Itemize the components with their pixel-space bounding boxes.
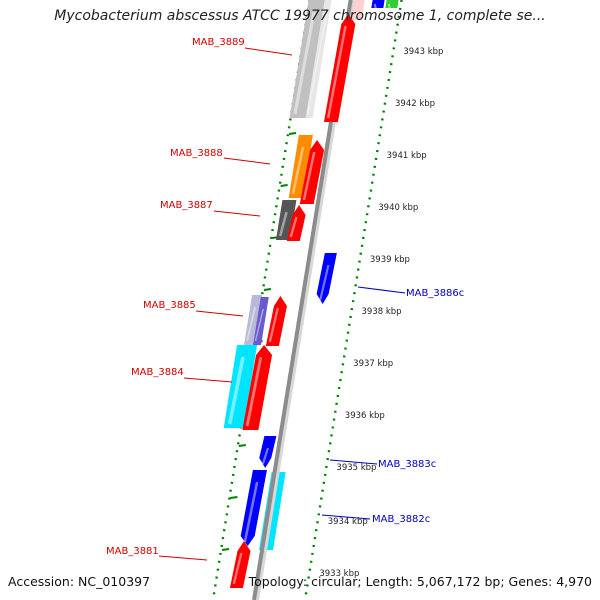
scale-label: 3934 kbp [328,517,368,527]
gene-block-top-blue [371,0,385,8]
gene-block-mab-3885 [265,296,287,346]
accession-text: Accession: NC_010397 [8,574,151,589]
gene-block-mab-3885-shine [268,307,279,343]
leader-line-forward [213,210,261,217]
gene-block-mab-3884 [242,345,273,430]
scale-label: 3936 kbp [345,411,385,421]
leader-line-forward [223,157,271,165]
gene-label-reverse: MAB_3882c [372,514,430,525]
gene-block-mab-3886c-shine [319,264,330,301]
scale-label: 3942 kbp [395,99,435,109]
cog-block-grey [289,0,327,118]
gene-block-mab-3881-shine [232,552,243,585]
cog-block-cyan-left [223,345,258,428]
map-title: Mycobacterium abscessus ATCC 19977 chrom… [54,8,546,24]
gene-block-mab-3889-shine [326,25,347,119]
leader-line-reverse [329,459,378,465]
scale-label: 3939 kbp [370,255,410,265]
scale-label: 3941 kbp [387,151,427,161]
gene-block-mab-3882c [240,470,267,546]
gene-block-mab-3887-shine [289,216,298,238]
gene-label-reverse: MAB_3883c [378,459,436,470]
gene-block-mab-3888-shine [302,151,316,201]
outer-tick-ring [303,0,403,600]
major-tick [280,184,288,187]
leader-line-forward [244,47,293,56]
gene-block-top-green-shine [387,3,392,13]
leader-line-forward [183,377,233,383]
cog-block-cyan-left-shine [227,356,245,425]
major-tick [238,444,246,447]
gene-block-mab-3881 [229,541,251,588]
cog-block-lavender-shine [246,306,256,342]
major-tick [221,548,230,551]
scale-label: 3933 kbp [319,569,359,579]
major-tick [288,132,297,135]
scale-label: 3937 kbp [353,359,393,369]
gene-block-mab-3883c [259,436,277,468]
topology-text: Topology: circular; Length: 5,067,172 bp… [248,574,592,589]
gene-track [229,0,399,588]
gene-label-forward: MAB_3884 [131,367,184,378]
cog-block-purple [253,297,269,345]
cog-block-orange-shine [291,146,305,195]
gene-block-mab-3886c [316,253,337,304]
leader-line-reverse [357,286,406,294]
cog-block-purple-shine [254,308,264,342]
cog-block-darkgrey-shine [278,211,288,237]
scale-labels: 3943 kbp 3942 kbp 3941 kbp 3940 kbp 3939 kbp… [319,47,443,579]
gene-block-mab-3884-shine [245,356,263,427]
scale-label: 3935 kbp [336,463,376,473]
gene-block-mab-3887 [286,205,306,241]
gene-label-reverse: MAB_3886c [406,288,464,299]
major-tick [230,496,238,499]
gene-block-mab-3888 [299,140,325,204]
leader-line-reverse [321,514,371,520]
gene-label-forward: MAB_3889 [192,37,245,48]
gene-block-mab-3883c-shine [261,447,270,465]
gene-block-mab-3889 [323,14,356,122]
major-tick [263,288,272,291]
gene-block-top-blue-shine [373,3,378,13]
gene-block-top-green [385,0,399,8]
gene-label-forward: MAB_3881 [106,546,159,557]
gene-label-forward: MAB_3885 [143,300,196,311]
cog-block-grey-shine [293,11,316,115]
gene-block-mab-3889-cap-shine [353,11,359,17]
cog-block-lightgrey [305,0,332,118]
gene-block-mab-3882c-shine [243,481,259,543]
cog-block-lightgrey-shine [306,11,328,115]
gene-labels: MAB_3889 MAB_3888 MAB_3887 MAB_3885 MAB_3884… [106,37,464,561]
scale-label: 3940 kbp [378,203,418,213]
gene-label-forward: MAB_3888 [170,148,223,159]
scale-label: 3938 kbp [362,307,402,317]
leader-line-forward [195,310,244,317]
scale-label: 3943 kbp [403,47,443,57]
gene-label-forward: MAB_3887 [160,200,213,211]
cog-block-orange [288,135,313,198]
gene-block-mab-3889-cap [351,0,365,20]
cog-feature-track [223,0,332,550]
leader-line-forward [158,555,208,561]
cog-block-lavender [244,295,263,345]
